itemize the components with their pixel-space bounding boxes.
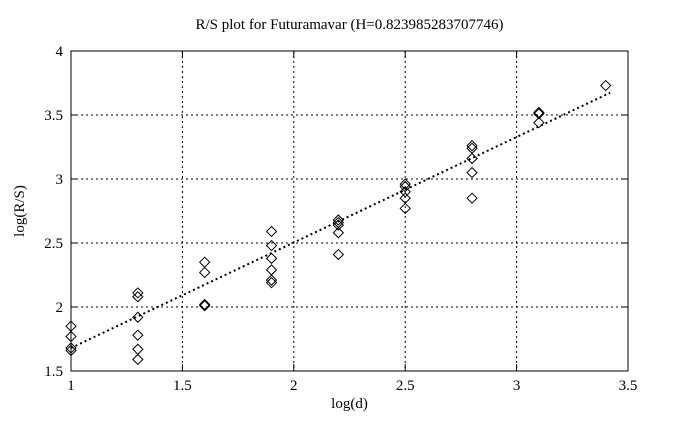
x-tick-label: 2.5 <box>396 378 415 394</box>
x-tick-label: 2 <box>290 378 298 394</box>
y-tick-label: 4 <box>56 44 64 60</box>
data-point-marker <box>466 152 478 165</box>
data-point-marker <box>132 311 144 323</box>
data-point-marker <box>198 256 211 268</box>
x-tick-label: 3.5 <box>619 378 638 394</box>
data-point-marker <box>332 227 345 239</box>
data-point-marker <box>399 180 411 193</box>
data-point-marker <box>533 116 545 129</box>
data-point-marker <box>332 219 345 231</box>
x-tick-label: 3 <box>513 378 521 394</box>
data-point-marker <box>65 342 77 354</box>
data-point-marker <box>132 353 144 366</box>
data-point-marker <box>132 329 144 341</box>
x-tick-label: 1 <box>67 378 75 394</box>
y-tick-label: 2.5 <box>44 236 63 252</box>
data-point-marker <box>399 186 411 198</box>
chart-title: R/S plot for Futuramavar (H=0.8239852837… <box>195 17 504 33</box>
data-point-marker <box>399 202 411 215</box>
data-point-marker <box>533 108 545 120</box>
plot-frame <box>70 50 629 372</box>
data-point-marker <box>65 344 77 357</box>
data-point-marker <box>265 225 278 238</box>
y-tick-label: 3.5 <box>44 108 63 124</box>
y-tick-label: 3 <box>56 172 64 188</box>
data-point-marker <box>65 330 77 343</box>
x-tick-label: 1.5 <box>173 378 192 394</box>
data-point-marker <box>332 248 345 261</box>
x-axis-label: log(d) <box>331 396 368 412</box>
data-point-marker <box>132 287 144 299</box>
data-point-marker <box>265 264 278 276</box>
data-point-marker <box>265 276 278 289</box>
data-point-marker <box>466 166 478 179</box>
data-point-marker <box>132 343 144 355</box>
data-point-marker <box>132 291 144 303</box>
data-point-marker <box>265 252 278 265</box>
y-tick-label: 1.5 <box>44 364 63 380</box>
data-point-marker <box>198 300 211 312</box>
data-point-marker <box>399 178 411 190</box>
data-point-marker <box>600 79 612 92</box>
data-point-marker <box>265 239 278 252</box>
data-point-marker <box>332 214 345 226</box>
data-point-marker <box>466 192 478 204</box>
y-tick-label: 2 <box>56 300 64 316</box>
data-point-marker <box>265 274 278 286</box>
data-point-marker <box>198 298 211 311</box>
data-point-marker <box>466 140 478 152</box>
data-point-marker <box>198 266 211 279</box>
